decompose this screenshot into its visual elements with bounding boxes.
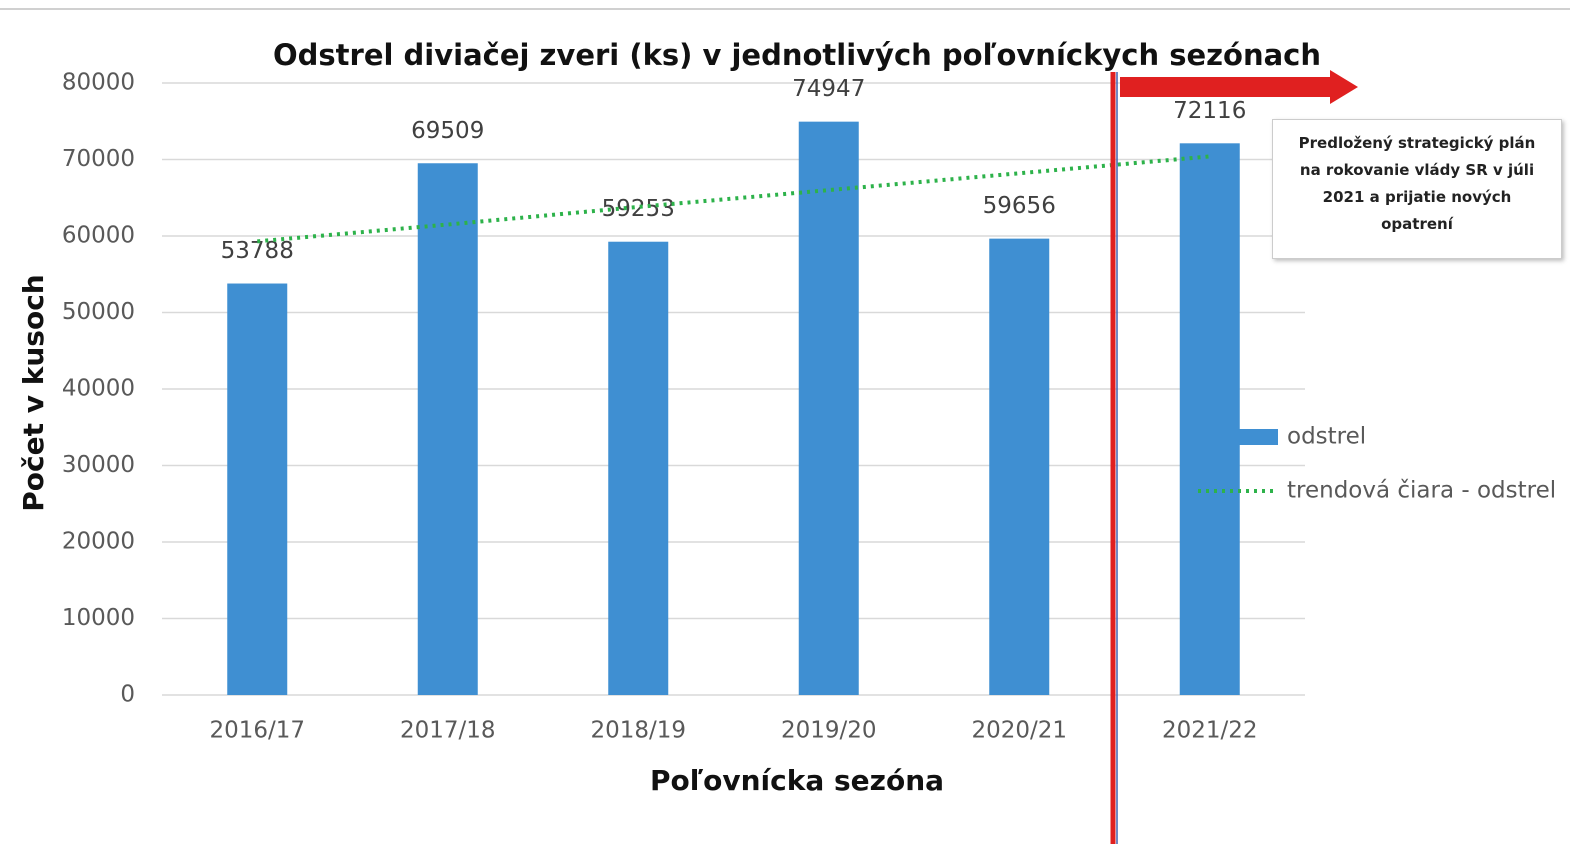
bar xyxy=(227,283,288,695)
y-tick-label: 0 xyxy=(120,682,135,708)
y-tick-label: 30000 xyxy=(62,452,135,478)
x-tick-label: 2019/20 xyxy=(781,718,877,744)
bar xyxy=(1179,143,1240,695)
data-label: 69509 xyxy=(411,118,484,144)
y-tick-label: 70000 xyxy=(62,146,135,172)
y-tick-label: 50000 xyxy=(62,299,135,325)
y-tick-label: 10000 xyxy=(62,605,135,631)
x-tick-label: 2020/21 xyxy=(971,718,1067,744)
y-tick-label: 40000 xyxy=(62,376,135,402)
data-label: 59253 xyxy=(602,196,675,222)
x-tick-label: 2017/18 xyxy=(400,718,496,744)
data-label: 59656 xyxy=(983,193,1056,219)
trend-line xyxy=(257,154,1210,244)
legend-swatch xyxy=(1238,429,1278,445)
data-label: 72116 xyxy=(1173,98,1246,124)
data-label: 53788 xyxy=(221,238,294,264)
bar xyxy=(608,241,669,696)
y-tick-label: 20000 xyxy=(62,529,135,555)
legend-label: trendová čiara - odstrel xyxy=(1287,478,1556,504)
bar xyxy=(989,238,1050,696)
x-tick-label: 2021/22 xyxy=(1162,718,1258,744)
x-axis-label: Poľovnícka sezóna xyxy=(650,764,944,797)
plot-area: 0 10000 20000 30000 40000 50000 60000 70000 8000… xyxy=(62,70,1305,744)
arrow xyxy=(1120,70,1358,104)
legend-label: odstrel xyxy=(1287,424,1366,450)
y-tick-label: 80000 xyxy=(62,70,135,96)
data-label: 74947 xyxy=(792,76,865,102)
y-tick-label: 60000 xyxy=(62,223,135,249)
chart-title: Odstrel diviačej zveri (ks) v jednotlivý… xyxy=(273,38,1321,72)
y-axis-label: Počet v kusoch xyxy=(17,274,50,511)
bar xyxy=(417,163,478,695)
bar xyxy=(798,121,859,695)
x-tick-label: 2016/17 xyxy=(209,718,305,744)
x-tick-label: 2018/19 xyxy=(590,718,686,744)
annotation-box: Predložený strategický plán na rokovanie… xyxy=(1272,119,1562,259)
